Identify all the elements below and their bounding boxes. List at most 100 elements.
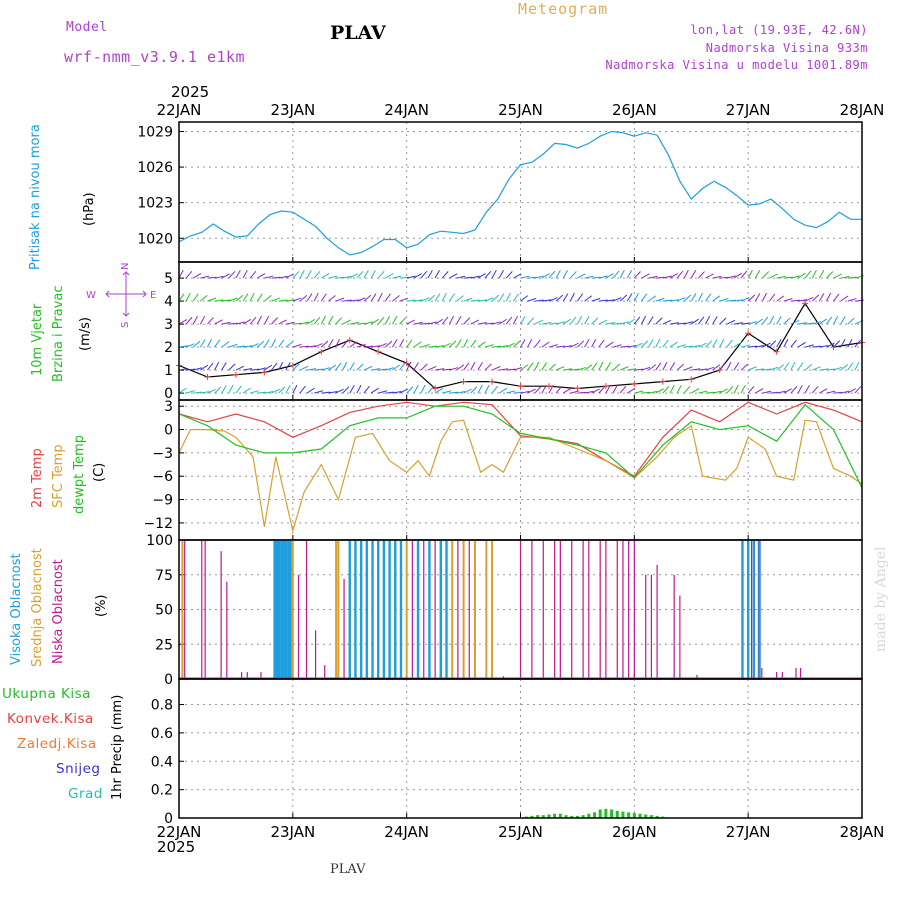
wind-arrow (328, 275, 338, 279)
bar (649, 815, 653, 818)
bar (297, 574, 300, 679)
wind-arrow (591, 317, 599, 325)
wind-arrow (726, 299, 736, 302)
bar (445, 540, 448, 679)
wind-arrow (840, 390, 850, 394)
wind-arrow (441, 271, 449, 279)
wind-arrow (342, 361, 348, 371)
wind-arrow (655, 362, 662, 371)
wind-arrow (705, 340, 713, 348)
wind-arrow (192, 293, 199, 302)
wind-arrow (805, 322, 815, 325)
wind-arrow (691, 345, 701, 348)
wind-arrow (776, 316, 782, 325)
wind-arrow (256, 340, 265, 348)
wind-arrow (705, 315, 711, 325)
wind-arrow (363, 294, 372, 302)
wind-arrow (200, 391, 210, 394)
wind-arrow (712, 316, 718, 325)
bar (394, 540, 397, 679)
wind-arrow (690, 388, 700, 394)
wind-arrow (371, 368, 381, 371)
wind-arrow (313, 292, 319, 302)
series-line (178, 401, 863, 477)
y-tick-label: 5 (164, 271, 173, 287)
bar (473, 540, 476, 679)
wind-arrow (506, 368, 516, 371)
wind-arrow (192, 340, 201, 348)
bar (428, 540, 431, 679)
wind-arrow (228, 271, 236, 279)
wind-arrow (498, 269, 504, 279)
wind-arrow (562, 318, 571, 325)
wind-arrow (470, 319, 479, 325)
wind-arrow (285, 385, 291, 394)
date-label-top: 28JAN (840, 101, 885, 119)
wind-arrow (299, 385, 306, 394)
bar (622, 540, 624, 679)
bar (226, 581, 228, 679)
bar (750, 540, 753, 679)
wind-arrow (328, 391, 338, 394)
wind-arrow (456, 316, 462, 325)
wind-arrow (392, 364, 401, 371)
wind-arrow (804, 363, 813, 371)
wind-arrow (327, 316, 334, 325)
bar (273, 540, 276, 679)
y-tick-label: 1029 (137, 124, 173, 140)
wind-arrow (662, 319, 672, 325)
wind-arrow (392, 390, 402, 394)
wind-arrow (477, 362, 483, 371)
wind-arrow (349, 299, 359, 302)
wind-arrow (491, 294, 500, 302)
date-label-top: 24JAN (384, 101, 429, 119)
wind-arrow (235, 345, 245, 348)
bar (559, 540, 561, 679)
wind-arrow (584, 275, 594, 279)
wind-arrow (292, 363, 300, 371)
wind-arrow (698, 271, 705, 279)
wind-arrow (776, 364, 785, 371)
wind-arrow (456, 275, 466, 279)
bar (588, 540, 590, 679)
bar (359, 540, 363, 679)
wind-arrow (207, 297, 217, 302)
wind-arrow (825, 292, 832, 302)
wind-arrow (541, 385, 547, 394)
legend-snow: Snijeg (56, 761, 101, 777)
wind-arrow (185, 343, 195, 348)
wind-arrow (377, 292, 383, 302)
series-line (178, 403, 863, 489)
bar (605, 540, 607, 679)
wind-arrow (512, 315, 519, 325)
wind-arrow (747, 269, 753, 279)
wind-arrow (349, 385, 355, 394)
wind-arrow (826, 271, 834, 279)
bar (348, 540, 351, 679)
wind-arrow (427, 321, 437, 325)
wind-arrow (676, 270, 684, 279)
wind-arrow (762, 342, 771, 348)
bar (388, 540, 391, 679)
bar (679, 595, 681, 679)
wind-arrow (634, 390, 644, 394)
wind-arrow (854, 361, 860, 371)
wind-arrow (363, 365, 373, 371)
wind-arrow (221, 385, 227, 394)
wind-arrow (313, 343, 323, 348)
wind-arrow (299, 321, 309, 325)
wind-arrow (484, 384, 490, 394)
wind-arrow (378, 368, 388, 371)
wind-arrow (207, 338, 213, 348)
compass-n: N (120, 263, 131, 270)
wind-arrow (178, 293, 185, 302)
wind-arrow (847, 298, 857, 302)
wind-arrow (214, 386, 222, 394)
wind-arrow (463, 362, 470, 371)
wind-arrow (306, 387, 315, 394)
wind-arrow (790, 386, 798, 394)
wind-arrow (783, 276, 793, 279)
wind-arrow (271, 317, 278, 325)
wind-arrow (456, 295, 464, 302)
wind-arrow (797, 362, 804, 371)
